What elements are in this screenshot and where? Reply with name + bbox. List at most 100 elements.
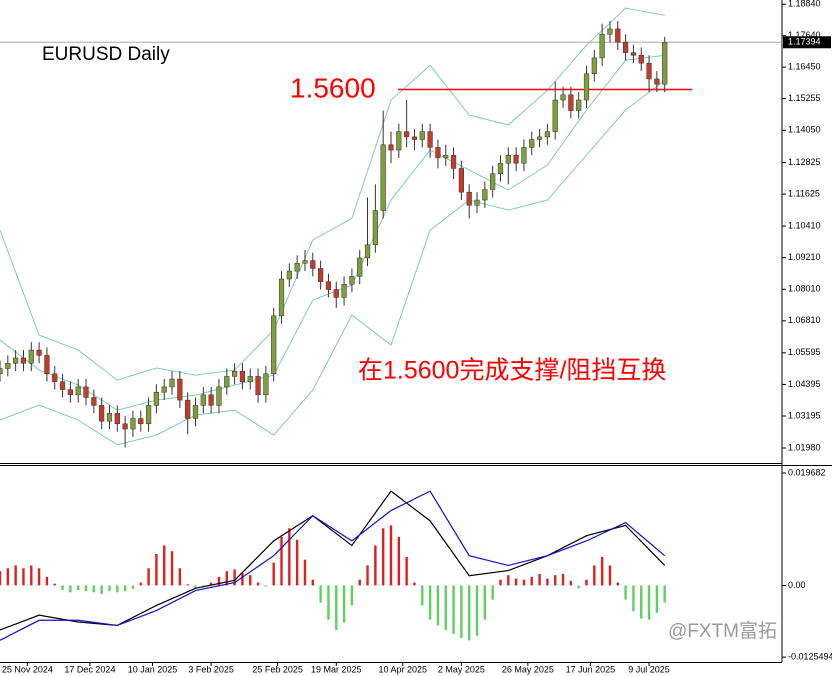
candle-body — [364, 244, 371, 259]
macd-bar — [350, 585, 354, 606]
macd-bar — [342, 585, 346, 623]
candle-body — [591, 57, 597, 74]
y-tick-label: 1.18840 — [788, 0, 821, 9]
x-tick-label: 26 May 2025 — [502, 664, 554, 674]
macd-bar — [397, 536, 401, 586]
macd-bar — [616, 582, 619, 586]
macd-bar — [522, 579, 526, 586]
candle-body — [145, 405, 152, 425]
candle-body — [630, 52, 637, 56]
x-tick-label: 10 Apr 2025 — [378, 664, 427, 674]
candle-body — [513, 155, 519, 164]
y2-tick-label: 0.00 — [788, 580, 806, 590]
candle-body — [544, 131, 550, 138]
macd-bar — [163, 545, 166, 586]
macd-bar — [288, 528, 291, 586]
y-tick-label: 1.08010 — [788, 284, 821, 294]
macd-bar — [499, 579, 502, 586]
candle-body — [349, 276, 355, 285]
candle-body — [59, 381, 66, 390]
candle-body — [662, 42, 668, 85]
macd-bar — [303, 559, 307, 586]
macd-bar — [0, 571, 2, 586]
x-tick-label: 19 Mar 2025 — [311, 664, 362, 674]
y-tick-label: 1.11625 — [788, 188, 820, 198]
macd-bar — [155, 554, 158, 586]
x-tick-label: 10 Jan 2025 — [128, 664, 178, 674]
watermark: @FXTM富拓 — [668, 620, 777, 642]
candle-body — [286, 270, 292, 280]
candle-body — [294, 262, 300, 272]
macd-bar — [624, 585, 627, 600]
y-tick-label: 1.03195 — [788, 410, 821, 420]
y-tick-label: 1.04395 — [788, 379, 821, 389]
macd-bar — [217, 576, 221, 586]
macd-bar — [45, 576, 49, 586]
macd-bar — [61, 585, 64, 590]
candle-body — [67, 389, 73, 396]
candle-body — [638, 55, 644, 64]
macd-bar — [358, 579, 361, 586]
macd-bar — [84, 585, 88, 592]
candle-body — [536, 136, 543, 140]
macd-bar — [600, 556, 604, 586]
candle-body — [177, 378, 183, 401]
macd-bar — [280, 536, 283, 586]
macd-bar — [14, 565, 17, 586]
candle-body — [466, 191, 472, 206]
macd-bar — [209, 582, 213, 586]
candle-body — [568, 94, 574, 111]
candle-body — [224, 376, 230, 388]
text-annotation: 在1.5600完成支撑/阻挡互换 — [358, 357, 666, 385]
candle-body — [5, 362, 11, 369]
candle-body — [44, 355, 50, 375]
macd-bar — [233, 569, 236, 586]
candle-body — [435, 147, 441, 159]
macd-bar — [6, 568, 10, 586]
macd-bar — [53, 583, 56, 586]
candle-body — [497, 162, 504, 174]
candle-body — [474, 199, 480, 206]
macd-bar — [178, 568, 182, 586]
candle-body — [404, 131, 410, 138]
y-tick-label: 1.01980 — [788, 442, 821, 452]
x-tick-label: 25 Feb 2025 — [252, 664, 303, 674]
candle-body — [130, 418, 136, 430]
candle-body — [169, 378, 175, 388]
macd-bar — [123, 585, 127, 592]
macd-bar — [593, 565, 596, 586]
candle-body — [192, 405, 199, 419]
x-tick-label: 17 Dec 2024 — [64, 664, 115, 674]
macd-bar — [452, 585, 455, 634]
macd-bar — [546, 578, 549, 586]
macd-bar — [491, 585, 494, 600]
macd-bar — [647, 585, 651, 620]
y-tick-label: 1.15255 — [788, 93, 821, 103]
candle-body — [200, 394, 206, 406]
candle-body — [75, 386, 81, 396]
candle-body — [411, 136, 418, 140]
macd-bar — [663, 585, 666, 603]
bollinger-lower — [0, 79, 666, 446]
macd-bar — [608, 565, 612, 586]
candle-body — [505, 155, 511, 164]
candle-body — [216, 386, 222, 406]
y-tick-label: 1.17640 — [788, 30, 821, 40]
bollinger-upper — [0, 7, 665, 381]
last-price-label: 1.17394 — [788, 37, 821, 47]
candle-body — [36, 349, 42, 356]
candle-body — [232, 370, 238, 377]
candle-body — [114, 413, 120, 425]
candle-body — [341, 284, 347, 298]
macd-bar — [530, 576, 533, 586]
candle-body — [91, 397, 97, 406]
candle-body — [0, 368, 3, 375]
macd-bar — [225, 571, 228, 586]
candle-body — [521, 147, 527, 164]
candle-body — [482, 189, 488, 201]
candle-body — [310, 260, 316, 269]
macd-bar — [100, 585, 103, 594]
x-tick-label: 9 Jul 2025 — [628, 664, 670, 674]
candle-body — [153, 391, 159, 406]
macd-bar — [249, 575, 252, 586]
